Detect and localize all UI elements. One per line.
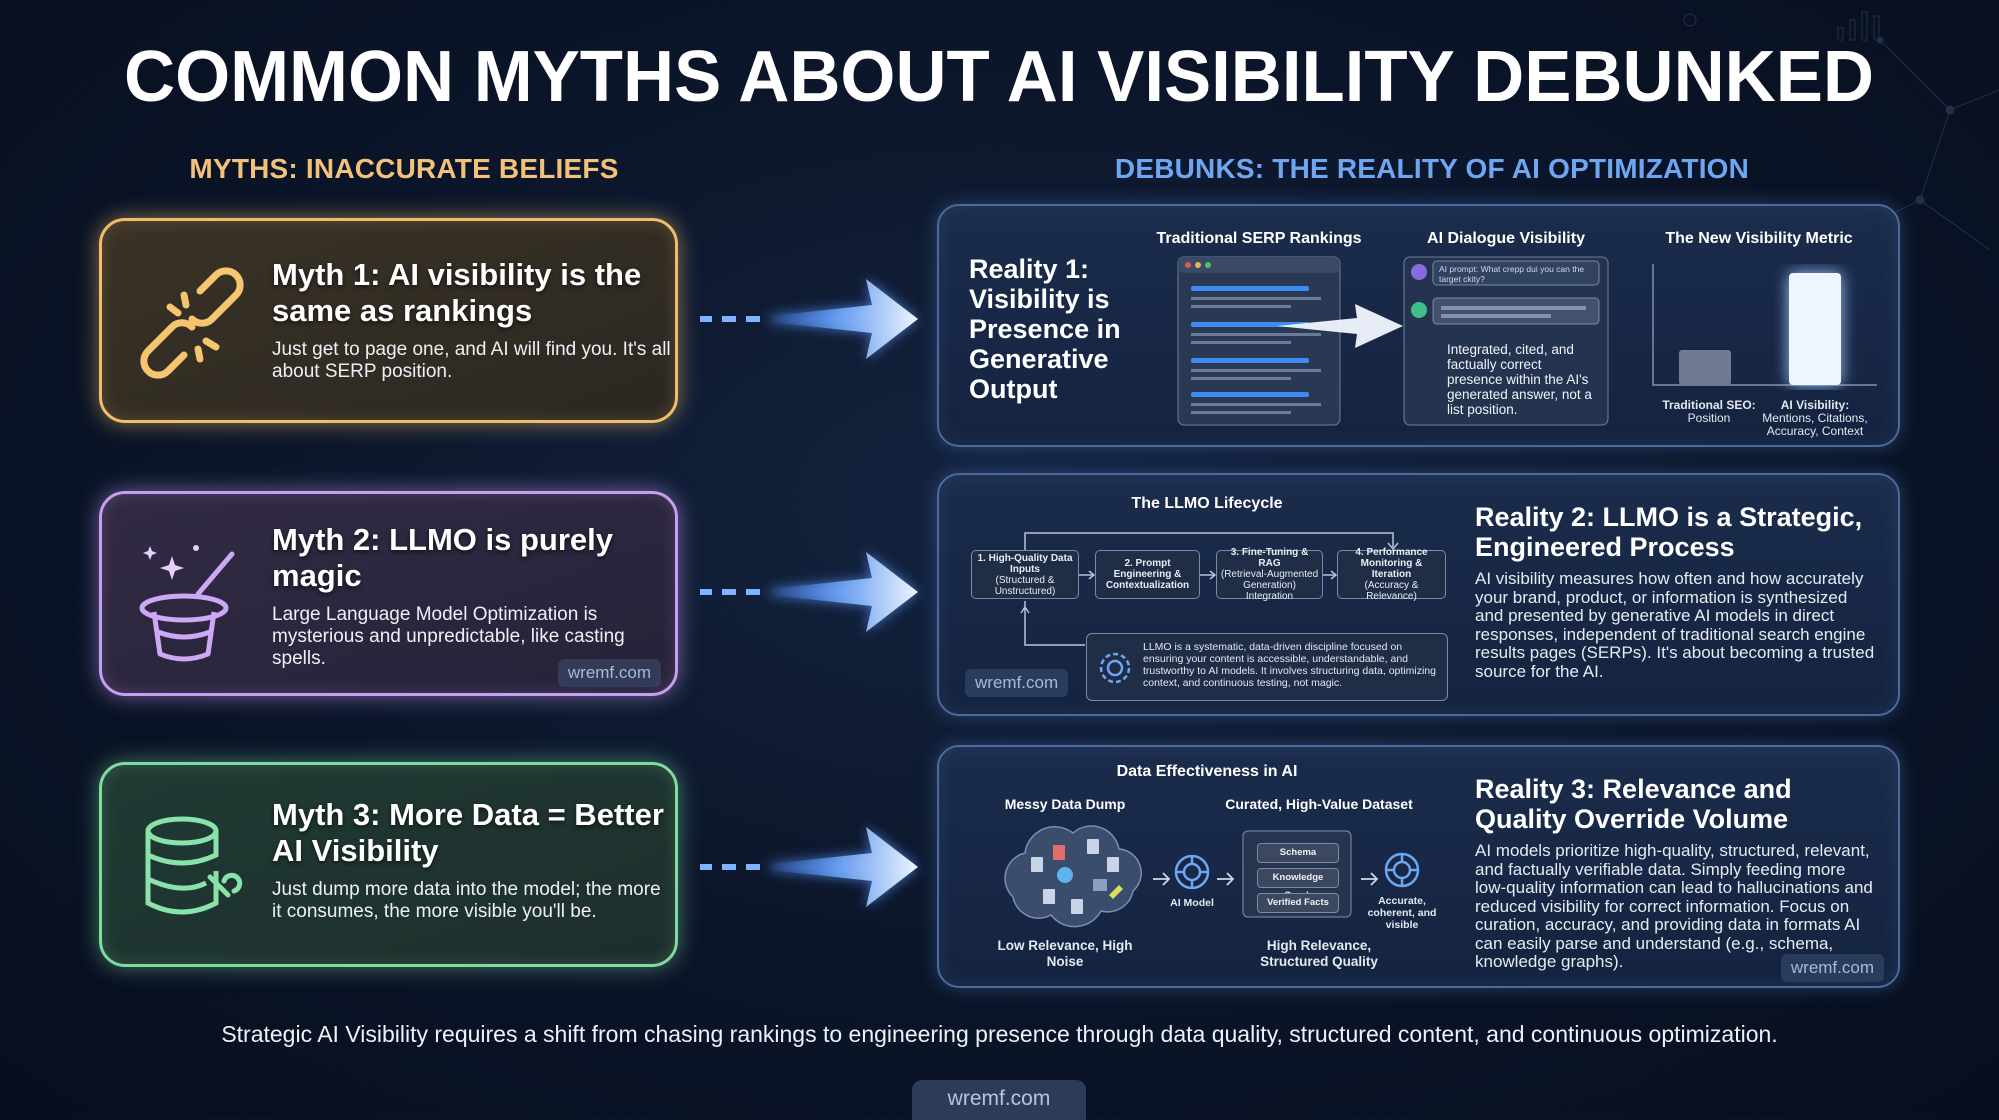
panel-label: Messy Data Dump: [1004, 796, 1126, 812]
caption: Low Relevance, High Noise: [997, 938, 1133, 969]
footer-text: Strategic AI Visibility requires a shift…: [221, 1021, 1778, 1047]
panel-label: Curated, High-Value Dataset: [1225, 796, 1413, 812]
reality-title: Reality 2: LLMO is a Strategic, Engineer…: [1475, 502, 1863, 562]
flow-arrows: [700, 279, 918, 907]
caption: High Relevance, Structured Quality: [1260, 938, 1378, 969]
myth-text: Just get to page one, and AI will find y…: [272, 339, 671, 382]
myth-title: Myth 3: More Data = Better AI Visibility: [272, 797, 664, 868]
metric-bars: [1652, 264, 1877, 386]
model-label: AI Model: [1170, 897, 1214, 909]
reality-text: AI visibility measures how often and how…: [1475, 569, 1875, 681]
bar-label-text: Mentions, Citations, Accuracy, Context: [1762, 411, 1868, 438]
step-text: (Structured & Unstructured): [994, 574, 1056, 597]
bar-label-text: Position: [1687, 411, 1731, 425]
footer-watermark: wremf.com: [912, 1080, 1086, 1120]
panel-label: The New Visibility Metric: [1665, 230, 1853, 247]
myth-text: Large Language Model Optimization is mys…: [272, 604, 625, 669]
diagram-title: The LLMO Lifecycle: [1131, 495, 1283, 512]
reality-card: Reality 1: Visibility is Presence in Gen…: [937, 204, 1900, 447]
bar-label: Traditional SEO: Position: [1649, 399, 1769, 425]
note-text: LLMO is a systematic, data-driven discip…: [1143, 641, 1436, 689]
dataset-item: Schema: [1257, 843, 1339, 863]
network-decoration: [1683, 11, 1999, 251]
arrow: [700, 279, 918, 359]
magic-hat-icon: [139, 545, 235, 662]
diagram-title: Data Effectiveness in AI: [1116, 763, 1298, 780]
ai-output-icon: [1384, 852, 1420, 888]
reality-title: Reality 3: Relevance and Quality Overrid…: [1475, 774, 1792, 834]
chat-answer: Integrated, cited, and factually correct…: [1447, 342, 1592, 417]
lifecycle-step: 4. Performance Monitoring & Iteration (Ac…: [1337, 547, 1446, 602]
myth-card: Myth 2: LLMO is purely magic Large Langu…: [99, 491, 678, 696]
arrow: [700, 552, 918, 632]
myth-title: Myth 1: AI visibility is the same as ran…: [272, 257, 642, 328]
lifecycle-connectors: [1020, 532, 1399, 646]
outcome-label: Accurate, coherent, and visible: [1367, 895, 1437, 931]
reality-text-block: Reality 3: Relevance and Quality Overrid…: [1475, 774, 1880, 972]
panel-label: Traditional SERP Rankings: [1156, 230, 1362, 247]
watermark: wremf.com: [1780, 954, 1884, 982]
debunks-heading: DEBUNKS: THE REALITY OF AI OPTIMIZATION: [1114, 153, 1750, 184]
bar-label-title: AI Visibility:: [1780, 398, 1850, 412]
reality-card: The LLMO Lifecycle 1. High-Quality Data …: [937, 473, 1900, 716]
lifecycle-step: 1. High-Quality Data Inputs (Structured &…: [971, 550, 1079, 599]
serp-mockup: [1177, 256, 1341, 426]
myth-card: Myth 3: More Data = Better AI Visibility…: [99, 762, 678, 967]
watermark: wremf.com: [557, 659, 661, 687]
step-title: 1. High-Quality Data Inputs: [977, 552, 1073, 575]
arrow: [700, 827, 918, 907]
gear-icon: [1099, 652, 1131, 684]
bar-label-title: Traditional SEO:: [1662, 398, 1756, 412]
database-icon: [145, 816, 243, 915]
dialogue-mockup: [1403, 256, 1609, 426]
bar-label: AI Visibility: Mentions, Citations, Accur…: [1745, 399, 1885, 438]
broken-chain-icon: [140, 267, 244, 379]
step-text: (Retrieval-Augmented Generation) Integra…: [1220, 569, 1319, 602]
reality-text-block: Reality 2: LLMO is a Strategic, Engineer…: [1475, 502, 1880, 681]
lifecycle-step: 3. Fine-Tuning & RAG (Retrieval-Augmented…: [1216, 547, 1323, 602]
lifecycle-step: 2. Prompt Engineering & Contextualizatio…: [1095, 550, 1200, 599]
step-text: (Accuracy & Relevance): [1364, 580, 1419, 602]
reality-title: Reality 1: Visibility is Presence in Gen…: [969, 254, 1121, 404]
myth-text: Just dump more data into the model; the …: [272, 879, 661, 922]
messy-cloud: [1004, 825, 1142, 928]
serp-to-dialogue-arrow: [1277, 304, 1403, 348]
ai-model-icon: [1174, 854, 1210, 890]
myth-title: Myth 2: LLMO is purely magic: [272, 522, 614, 593]
panel-label: AI Dialogue Visibility: [1427, 230, 1585, 247]
reality-card: Data Effectiveness in AI Messy Data Dump…: [937, 745, 1900, 988]
step-title: 4. Performance Monitoring & Iteration: [1355, 547, 1428, 580]
step-title: 2. Prompt Engineering & Contextualizatio…: [1105, 558, 1190, 591]
page-title: COMMON MYTHS ABOUT AI VISIBILITY DEBUNKE…: [124, 37, 1874, 117]
dataset-items: Schema Knowledge Graph Verified Facts: [1243, 831, 1351, 917]
seo-bar: [1679, 350, 1731, 385]
dataset-item: Knowledge Graph: [1257, 868, 1339, 901]
myth-card: Myth 1: AI visibility is the same as ran…: [99, 218, 678, 423]
ai-visibility-bar: [1789, 273, 1841, 385]
chat-prompt: AI prompt: What crepp dui you can the ta…: [1439, 264, 1585, 284]
myths-heading: MYTHS: INACCURATE BELIEFS: [189, 153, 619, 184]
step-title: 3. Fine-Tuning & RAG: [1230, 547, 1309, 569]
watermark: wremf.com: [965, 669, 1069, 697]
note-box: LLMO is a systematic, data-driven discip…: [1086, 633, 1448, 701]
dataset-item: Verified Facts: [1257, 893, 1339, 913]
reality-text: AI models prioritize high-quality, struc…: [1475, 841, 1873, 971]
